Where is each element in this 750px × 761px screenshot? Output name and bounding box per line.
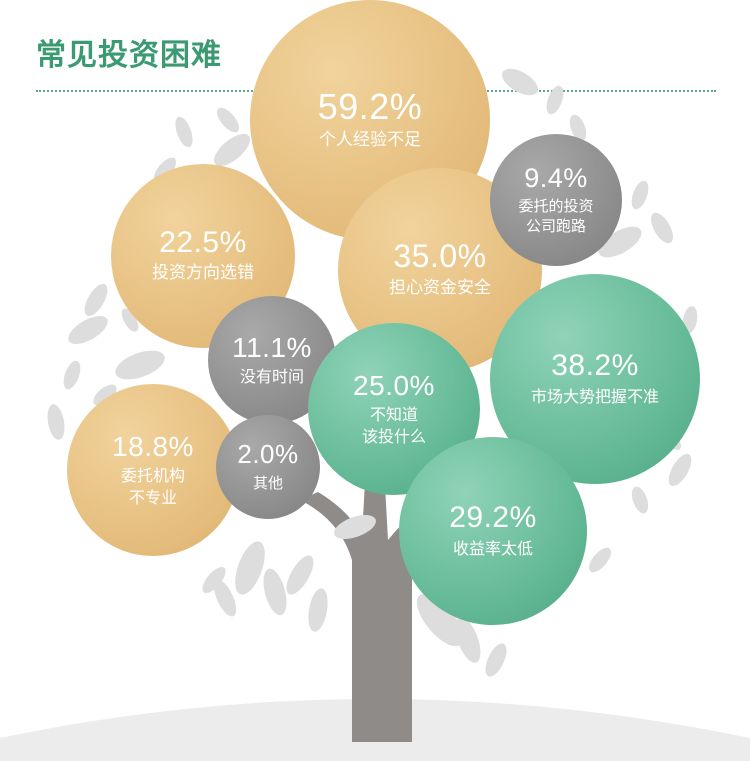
bubble-value: 11.1% bbox=[232, 331, 312, 363]
bubble-value: 25.0% bbox=[353, 369, 435, 401]
leaf bbox=[235, 541, 265, 595]
leaf bbox=[263, 568, 287, 616]
bubble-label: 委托的投资 公司跑路 bbox=[518, 196, 594, 236]
leaf bbox=[588, 547, 612, 573]
leaf bbox=[63, 360, 81, 390]
leaf bbox=[631, 486, 649, 514]
bubble-label: 投资方向选错 bbox=[152, 263, 254, 284]
leaf bbox=[546, 85, 564, 115]
leaf bbox=[213, 579, 237, 617]
bubble-gray: 9.4% 委托的投资 公司跑路 bbox=[490, 134, 622, 266]
bubble-value: 9.4% bbox=[524, 162, 588, 193]
leaf bbox=[308, 588, 328, 632]
leaf bbox=[175, 116, 193, 148]
leaf bbox=[569, 114, 587, 142]
leaf bbox=[334, 514, 376, 540]
bubble-label: 担心资金安全 bbox=[389, 278, 491, 299]
bubble-gold: 18.8% 委托机构 不专业 bbox=[67, 384, 239, 556]
bubble-label: 收益率太低 bbox=[452, 538, 533, 558]
bubble-value: 35.0% bbox=[393, 237, 487, 274]
leaf bbox=[84, 283, 108, 317]
leaf bbox=[631, 180, 649, 210]
bubble-value: 18.8% bbox=[112, 430, 194, 462]
leaf bbox=[121, 308, 139, 332]
leaf bbox=[485, 643, 507, 677]
bubble-label: 其他 bbox=[252, 473, 283, 492]
leaf bbox=[416, 593, 464, 647]
leaf bbox=[598, 226, 642, 258]
leaf-cluster bbox=[47, 68, 698, 677]
bubble-value: 59.2% bbox=[317, 85, 423, 127]
leaf bbox=[455, 617, 481, 663]
leaf bbox=[93, 384, 117, 406]
bubble-value: 22.5% bbox=[159, 225, 247, 259]
page-title: 常见投资困难 bbox=[36, 38, 222, 73]
bubble-label: 没有时间 bbox=[239, 366, 304, 386]
leaf bbox=[202, 566, 226, 594]
bubble-gray: 2.0% 其他 bbox=[216, 415, 320, 519]
leaf bbox=[115, 350, 165, 380]
bubble-label: 市场大势把握不准 bbox=[530, 386, 659, 406]
bubble-gray: 11.1% 没有时间 bbox=[208, 296, 336, 424]
bubble-label: 个人经验不足 bbox=[319, 130, 421, 151]
bubble-value: 29.2% bbox=[449, 501, 537, 535]
leaf bbox=[68, 316, 108, 344]
leaf bbox=[216, 107, 240, 133]
bubble-label: 不知道 该投什么 bbox=[361, 405, 426, 446]
leaf bbox=[286, 555, 314, 595]
leaf bbox=[213, 133, 251, 167]
bubble-value: 38.2% bbox=[551, 349, 639, 383]
leaf bbox=[668, 453, 692, 487]
leaf bbox=[47, 404, 65, 440]
leaf bbox=[501, 68, 539, 96]
bubble-label: 委托机构 不专业 bbox=[120, 466, 185, 507]
leaf bbox=[651, 212, 673, 244]
bubble-green: 29.2% 收益率太低 bbox=[399, 437, 587, 625]
bubble-value: 2.0% bbox=[237, 439, 299, 470]
